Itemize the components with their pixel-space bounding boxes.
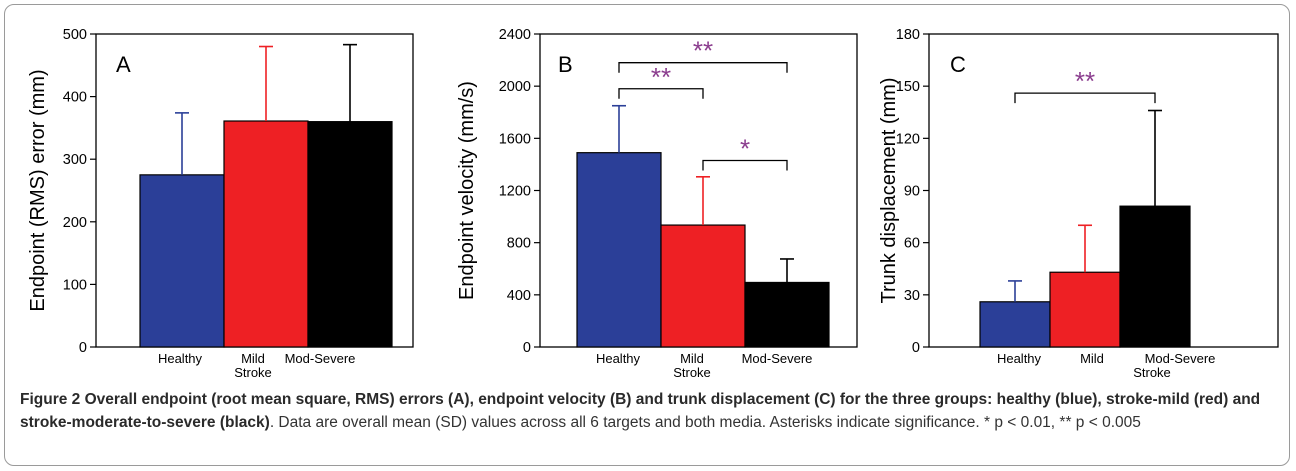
panel-b-bar-3 bbox=[744, 281, 830, 348]
panel-b-ytick-label: 0 bbox=[523, 340, 531, 356]
panel-a-bar-3 bbox=[307, 121, 393, 348]
panel-a-ytick-label: 100 bbox=[63, 277, 87, 293]
panel-a-bar-2 bbox=[223, 120, 309, 348]
panel-a-group-label: Stroke bbox=[234, 365, 272, 380]
panel-b-ytick-label: 1600 bbox=[499, 131, 531, 147]
panel-c-ylabel: Trunk displacement (mm) bbox=[878, 78, 900, 304]
panel-a-ytick-label: 200 bbox=[63, 215, 87, 231]
panel-b-ytick-label: 2400 bbox=[499, 27, 531, 43]
panel-a-ytick-label: 0 bbox=[79, 340, 87, 356]
panel-c-letter: C bbox=[950, 52, 966, 77]
panel-a-ytick-label: 300 bbox=[63, 152, 87, 168]
panel-b-bar-2 bbox=[660, 224, 746, 348]
panel-c-category-label-2: Mild bbox=[1080, 351, 1104, 366]
panel-b-ytick-label: 800 bbox=[507, 236, 531, 252]
panel-b-ytick-label: 1200 bbox=[499, 184, 531, 200]
panel-c-ytick-label: 90 bbox=[904, 184, 920, 200]
panel-a-ytick-label: 500 bbox=[63, 27, 87, 43]
panel-c-ytick-label: 180 bbox=[896, 27, 920, 43]
panel-c-ytick-label: 30 bbox=[904, 288, 920, 304]
panel-a-letter: A bbox=[116, 52, 131, 77]
panel-c-bar-3 bbox=[1119, 205, 1191, 348]
panel-b-sig-label-3: * bbox=[740, 134, 750, 164]
panel-a-ytick-label: 400 bbox=[63, 90, 87, 106]
panel-a-category-label-3: Mod-Severe bbox=[285, 351, 356, 366]
panel-c-ytick-label: 0 bbox=[912, 340, 920, 356]
figure-caption: Figure 2 Overall endpoint (root mean squ… bbox=[20, 388, 1278, 434]
panel-b-bar-1 bbox=[576, 152, 662, 348]
panel-c-ytick-label: 150 bbox=[896, 79, 920, 95]
panel-b-sig-bracket-1 bbox=[618, 62, 788, 73]
panel-c-category-label-1: Healthy bbox=[997, 351, 1042, 366]
panel-b-ytick-label: 400 bbox=[507, 288, 531, 304]
panel-b-ylabel: Endpoint velocity (mm/s) bbox=[456, 81, 478, 300]
panel-a-category-label-2: Mild bbox=[241, 351, 265, 366]
caption-text: . Data are overall mean (SD) values acro… bbox=[269, 414, 1141, 431]
panel-a-bar-1 bbox=[139, 174, 225, 348]
panel-b-sig-label-2: ** bbox=[651, 62, 671, 92]
panel-c-category-label-3: Mod-Severe bbox=[1145, 351, 1216, 366]
caption-title: Figure 2 Overall endpoint (root mean squ… bbox=[20, 391, 1261, 431]
panel-c-ytick-label: 60 bbox=[904, 236, 920, 252]
panel-c-ytick-label: 120 bbox=[896, 131, 920, 147]
panel-c-bar-2 bbox=[1049, 271, 1121, 348]
panel-b-sig-bracket-2 bbox=[618, 88, 704, 99]
panel-b-group-label: Stroke bbox=[673, 365, 711, 380]
panel-b-category-label-3: Mod-Severe bbox=[742, 351, 813, 366]
panel-b-category-label-1: Healthy bbox=[596, 351, 641, 366]
panel-c-bar-1 bbox=[979, 301, 1051, 348]
panel-a-ylabel: Endpoint (RMS) error (mm) bbox=[27, 69, 49, 311]
figure-frame bbox=[4, 4, 1290, 466]
panel-b-letter: B bbox=[558, 52, 573, 77]
panel-b-ytick-label: 2000 bbox=[499, 79, 531, 95]
panel-b-sig-bracket-3 bbox=[702, 159, 788, 171]
panel-c-sig-bracket-1 bbox=[1014, 92, 1156, 104]
panel-c-sig-label-1: ** bbox=[1075, 66, 1095, 96]
panel-b-category-label-2: Mild bbox=[680, 351, 704, 366]
panel-b-sig-label-1: ** bbox=[693, 36, 713, 66]
panel-a-category-label-1: Healthy bbox=[158, 351, 203, 366]
panel-c-group-label: Stroke bbox=[1133, 365, 1171, 380]
